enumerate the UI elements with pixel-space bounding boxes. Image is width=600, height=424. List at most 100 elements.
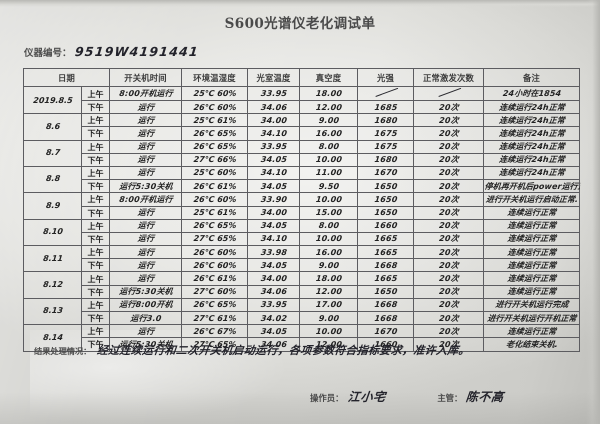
cell-power-time: 8:00开机运行 — [108, 192, 183, 206]
cell-period: 上午 — [81, 165, 110, 181]
cell-chamber-temp: 34.10 — [246, 126, 301, 141]
slash-mark-icon — [374, 87, 397, 96]
column-header-light-intensity: 光强 — [357, 68, 414, 87]
cell-chamber-temp: 34.02 — [246, 311, 301, 325]
cell-period: 下午 — [81, 152, 110, 167]
cell-power-time: 运行 — [108, 324, 183, 338]
cell-env-temp-humidity: 27℃ 61% — [180, 311, 249, 325]
operator-field: 操作员： 江小宅 — [310, 388, 386, 405]
cell-period: 上午 — [81, 192, 110, 207]
table-header-row: 日期 开关机时间 环境温湿度 光室温度 真空度 光强 正常激发次数 备注 — [23, 68, 580, 87]
cell-period: 下午 — [81, 284, 110, 299]
cell-env-temp-humidity: 25℃ 60% — [180, 86, 249, 101]
cell-vacuum: 9.00 — [298, 258, 359, 272]
table-body: 2019.8.5 上午 8:00开机运行 25℃ 60% 33.95 18.00 24小时在… — [22, 86, 581, 352]
table-row: 下午 运行 26℃ 65% 34.10 16.00 1675 20次 连续运行24h正常 — [24, 126, 581, 141]
cell-excitation-count: 20次 — [412, 285, 485, 299]
cell-excitation-count: 20次 — [412, 166, 485, 180]
cell-env-temp-humidity: 26℃ 65% — [180, 298, 249, 312]
supervisor-signature: 陈不高 — [465, 390, 505, 404]
column-header-date: 日期 — [23, 68, 110, 87]
cell-env-temp-humidity: 26℃ 67% — [180, 324, 249, 338]
table-row: 8.10 上午 运行 26℃ 65% 34.05 8.00 1660 20次 连续运行正常 — [22, 218, 581, 246]
cell-env-temp-humidity: 26℃ 61% — [180, 271, 249, 286]
cell-power-time: 运行 — [108, 219, 183, 233]
cell-chamber-temp: 34.00 — [246, 113, 301, 127]
cell-vacuum: 9.00 — [298, 311, 359, 325]
result-handling-value: 经过连续运行和二次开关机启动运行，各项参数符合指标要求，准许入库。 — [96, 344, 471, 357]
cell-vacuum: 10.00 — [298, 324, 359, 338]
table-row: 8.8 上午 运行 25℃ 60% 34.10 11.00 1670 20次 连续运行24h正常 — [22, 165, 581, 193]
cell-chamber-temp: 34.00 — [246, 206, 301, 220]
result-handling-field: 结果处理情况： 经过连续运行和二次开关机启动运行，各项参数符合指标要求，准许入库… — [34, 342, 574, 358]
cell-date: 8.7 — [22, 140, 83, 167]
cell-light-intensity: 1660 — [356, 219, 415, 233]
cell-remark: 连续运行正常 — [482, 258, 581, 272]
cell-period: 上午 — [81, 218, 110, 233]
cell-excitation-count: 20次 — [412, 271, 485, 286]
cell-excitation-count: 20次 — [412, 179, 485, 193]
operator-label: 操作员： — [310, 393, 344, 403]
cell-chamber-temp: 34.05 — [246, 153, 301, 167]
paper-top-edge — [0, 0, 600, 7]
table-row: 8.6 上午 运行 25℃ 61% 34.00 9.00 1680 20次 连续运行24h正常 — [22, 113, 581, 141]
cell-env-temp-humidity: 26℃ 60% — [180, 245, 249, 259]
cell-env-temp-humidity: 27℃ 65% — [180, 232, 249, 246]
cell-vacuum: 16.00 — [298, 126, 359, 141]
cell-vacuum: 9.00 — [298, 113, 359, 127]
operator-signature: 江小宅 — [346, 390, 386, 404]
cell-period: 上午 — [81, 297, 110, 313]
table-row: 2019.8.5 上午 8:00开机运行 25℃ 60% 33.95 18.00 24小时在… — [22, 86, 581, 114]
cell-period: 下午 — [81, 310, 110, 326]
cell-light-intensity: 1665 — [356, 245, 415, 259]
cell-power-time: 运行 — [108, 113, 183, 127]
instrument-number-field: 仪器编号： 9519W4191441 — [24, 44, 199, 59]
cell-excitation-count: 20次 — [412, 219, 485, 233]
table-row: 8.11 上午 运行 26℃ 60% 33.98 16.00 1665 20次 连续运行正常 — [22, 245, 581, 272]
cell-remark: 连续运行24h正常 — [482, 140, 581, 154]
table-row: 下午 运行5:30关机 27℃ 60% 34.06 12.00 1650 20次 连续运行正常 — [24, 284, 581, 299]
cell-chamber-temp: 34.05 — [246, 179, 301, 193]
cell-light-intensity: 1665 — [356, 271, 415, 286]
cell-remark: 连续运行24h正常 — [482, 166, 581, 180]
cell-remark: 连续运行24h正常 — [482, 153, 581, 167]
cell-chamber-temp: 33.95 — [246, 140, 301, 154]
cell-vacuum: 18.00 — [298, 271, 359, 286]
cell-vacuum: 15.00 — [298, 206, 359, 220]
cell-power-time: 运行 — [108, 100, 183, 114]
cell-light-intensity: 1665 — [356, 232, 415, 246]
cell-light-intensity: 1670 — [356, 166, 415, 180]
cell-remark: 连续运行正常 — [482, 271, 581, 286]
cell-light-intensity: 1685 — [356, 100, 415, 114]
cell-light-intensity: 1650 — [356, 206, 415, 220]
cell-env-temp-humidity: 25℃ 61% — [180, 206, 249, 220]
cell-remark: 连续运行正常 — [482, 245, 581, 259]
cell-env-temp-humidity: 26℃ 65% — [180, 219, 249, 233]
cell-light-intensity: 1650 — [356, 285, 415, 299]
cell-light-intensity: 1670 — [356, 324, 415, 338]
table-row: 8.13 上午 运行8:00开机 26℃ 65% 33.95 17.00 1668 20次 进行… — [22, 297, 581, 325]
cell-power-time: 运行 — [108, 245, 183, 259]
cell-light-intensity: 1680 — [356, 153, 415, 167]
cell-vacuum: 12.00 — [298, 100, 359, 114]
table-row: 8.9 上午 8:00开机运行 26℃ 60% 33.90 10.00 1650 20次 进行开… — [22, 192, 581, 220]
cell-remark: 连续运行正常 — [482, 324, 581, 338]
cell-excitation-count: 20次 — [412, 100, 485, 114]
cell-remark: 连续运行24h正常 — [482, 100, 581, 114]
cell-light-intensity: 1675 — [356, 140, 415, 154]
cell-date: 8.8 — [22, 166, 83, 193]
cell-env-temp-humidity: 26℃ 61% — [180, 179, 249, 193]
cell-vacuum: 17.00 — [298, 298, 359, 312]
cell-remark: 24小时在1854 — [482, 86, 581, 101]
cell-remark: 连续运行24h正常 — [482, 113, 581, 127]
cell-period: 下午 — [81, 126, 110, 141]
cell-excitation-count: 20次 — [412, 311, 485, 325]
result-handling-label: 结果处理情况： — [34, 346, 92, 356]
cell-excitation-count: 20次 — [412, 113, 485, 127]
cell-remark: 停机再开机后power运行正常 — [482, 179, 581, 193]
cell-env-temp-humidity: 26℃ 65% — [180, 140, 249, 154]
cell-period: 上午 — [81, 113, 110, 128]
table-row: 8.14 上午 运行 26℃ 67% 34.05 10.00 1670 20次 连续运行正常 — [22, 324, 581, 352]
cell-power-time: 运行 — [108, 271, 183, 286]
table-row: 下午 运行 27℃ 65% 34.10 10.00 1665 20次 连续运行正常 — [24, 231, 581, 247]
